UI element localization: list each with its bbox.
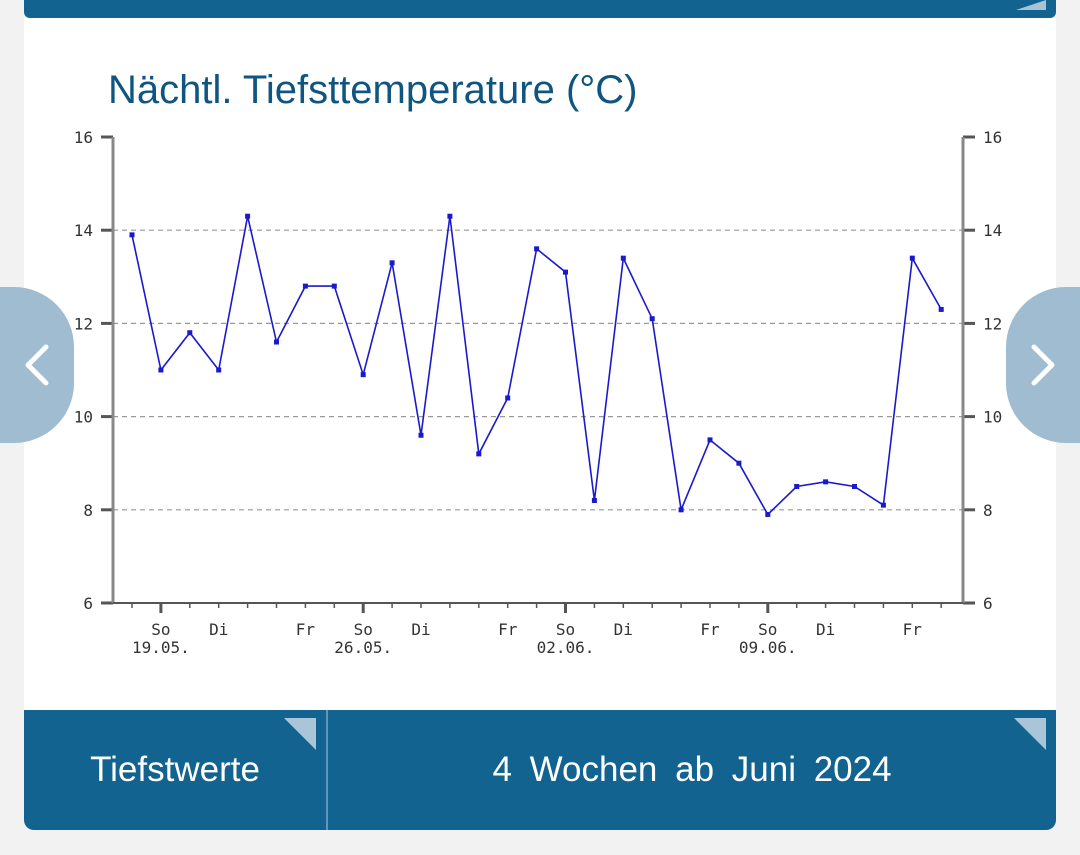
dropdown-corner-icon bbox=[1014, 718, 1046, 750]
x-day-label: Fr bbox=[903, 620, 923, 639]
x-date-label: 02.06. bbox=[537, 638, 595, 657]
data-point bbox=[823, 479, 829, 485]
x-day-label: Di bbox=[614, 620, 633, 639]
corner-triangle-icon bbox=[1016, 0, 1046, 10]
data-point bbox=[360, 372, 366, 378]
x-day-label: Fr bbox=[296, 620, 316, 639]
prev-button[interactable] bbox=[0, 287, 74, 443]
top-bar bbox=[24, 0, 1056, 18]
y-tick-label-left: 14 bbox=[74, 221, 93, 240]
period-selector[interactable]: 4 Wochen ab Juni 2024 bbox=[328, 710, 1056, 830]
x-day-label: So bbox=[556, 620, 575, 639]
chevron-right-icon bbox=[1031, 344, 1055, 386]
data-point bbox=[765, 511, 771, 517]
x-date-label: 26.05. bbox=[334, 638, 392, 657]
x-date-label: 09.06. bbox=[739, 638, 797, 657]
y-tick-label-right: 8 bbox=[983, 501, 993, 520]
data-point bbox=[447, 213, 453, 219]
temperature-chart: 6 6 8 8 10 10 12 12 14 14 16 16 19.05. 26.05. 02.06. 09… bbox=[74, 128, 1003, 657]
value-type-label: Tiefstwerte bbox=[90, 750, 260, 789]
data-point bbox=[331, 283, 337, 289]
data-point bbox=[563, 269, 568, 275]
chart-area: 6 6 8 8 10 10 12 12 14 14 16 16 19.05. 26.05. 02.06. 09… bbox=[60, 125, 1020, 665]
footer-divider bbox=[326, 710, 328, 830]
data-point bbox=[620, 255, 626, 261]
y-tick-label-right: 6 bbox=[983, 594, 993, 613]
data-point bbox=[591, 497, 597, 503]
data-point bbox=[129, 232, 135, 238]
x-date-label: 19.05. bbox=[132, 638, 190, 657]
chart-card bbox=[24, 18, 1056, 710]
y-tick-label-right: 16 bbox=[983, 128, 1002, 147]
x-day-label: So bbox=[354, 620, 373, 639]
x-day-label: Fr bbox=[700, 620, 720, 639]
x-day-label: Fr bbox=[498, 620, 518, 639]
x-day-label: So bbox=[758, 620, 777, 639]
y-tick-label-left: 16 bbox=[74, 128, 93, 147]
value-type-selector[interactable]: Tiefstwerte bbox=[24, 710, 326, 830]
data-point bbox=[909, 255, 915, 261]
data-point bbox=[649, 316, 655, 322]
chart-title: Nächtl. Tiefsttemperature (°C) bbox=[108, 68, 638, 112]
x-day-label: So bbox=[151, 620, 170, 639]
data-point bbox=[216, 367, 222, 373]
data-point bbox=[158, 367, 164, 373]
series-line bbox=[131, 216, 942, 516]
data-point bbox=[678, 507, 684, 513]
data-point bbox=[736, 460, 742, 466]
data-point bbox=[274, 339, 279, 345]
y-tick-label-right: 14 bbox=[983, 221, 1002, 240]
data-point bbox=[794, 484, 800, 489]
y-tick-label-right: 12 bbox=[983, 314, 1002, 333]
y-tick-label-left: 12 bbox=[74, 314, 93, 333]
data-point bbox=[418, 432, 424, 438]
chevron-left-icon bbox=[25, 344, 49, 386]
y-tick-label-right: 10 bbox=[983, 408, 1002, 427]
footer-bar: Tiefstwerte 4 Wochen ab Juni 2024 bbox=[24, 710, 1056, 830]
data-point bbox=[389, 260, 395, 266]
data-point bbox=[852, 484, 857, 489]
period-label: 4 Wochen ab Juni 2024 bbox=[492, 750, 892, 789]
data-point bbox=[505, 395, 511, 401]
y-tick-label-left: 10 bbox=[74, 408, 93, 427]
data-point bbox=[534, 246, 540, 252]
x-day-label: Di bbox=[209, 620, 228, 639]
data-point bbox=[707, 437, 713, 443]
dropdown-corner-icon bbox=[284, 718, 316, 750]
data-point bbox=[880, 502, 886, 508]
data-point bbox=[245, 213, 251, 219]
x-day-label: Di bbox=[411, 620, 430, 639]
data-point bbox=[476, 451, 482, 457]
x-day-label: Di bbox=[816, 620, 835, 639]
data-point bbox=[302, 283, 308, 289]
y-tick-label-left: 6 bbox=[83, 594, 93, 613]
next-button[interactable] bbox=[1006, 287, 1080, 443]
y-tick-label-left: 8 bbox=[83, 501, 93, 520]
data-point bbox=[938, 306, 944, 312]
data-point bbox=[187, 330, 193, 336]
